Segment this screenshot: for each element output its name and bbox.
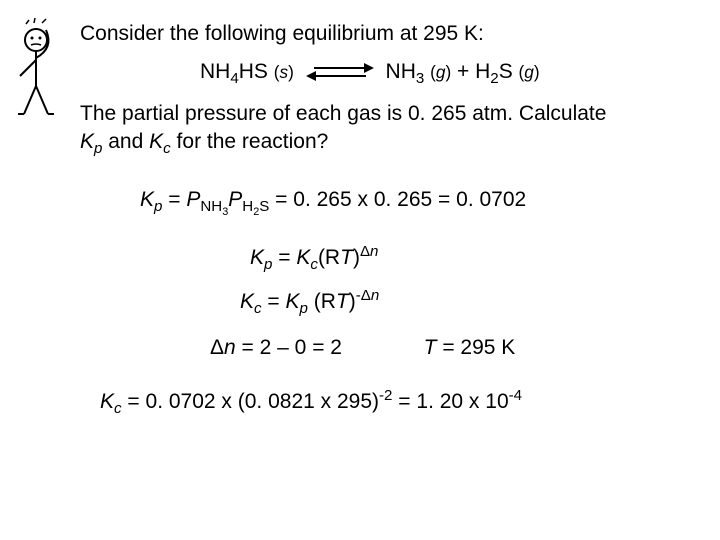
temperature: T = 295 K (424, 336, 516, 359)
dn-and-T: Δn = 2 – 0 = 2 T = 295 K (210, 336, 700, 360)
kc-kp-relation: Kc = Kp (RT)-Δn (240, 290, 700, 314)
content-block: Consider the following equilibrium at 29… (80, 22, 700, 418)
question-line-1: The partial pressure of each gas is 0. 2… (80, 102, 700, 126)
delta-n: Δn = 2 – 0 = 2 (210, 336, 342, 359)
kc-result: Kc = 0. 0702 x (0. 0821 x 295)-2 = 1. 20… (100, 390, 700, 414)
products: NH3 (g) + H2S (g) (386, 60, 540, 83)
kp-calc: Kp = PNH3PH2S = 0. 265 x 0. 265 = 0. 070… (140, 188, 700, 212)
equilibrium-arrow-icon (306, 63, 374, 81)
intro-text: Consider the following equilibrium at 29… (80, 22, 700, 46)
kp-kc-relation: Kp = Kc(RT)Δn (250, 246, 700, 270)
reaction-equation: NH4HS (s) NH3 (g) + H2S (g) (200, 60, 700, 84)
question-line-2: Kp and Kc for the reaction? (80, 130, 700, 154)
thinking-person-icon (6, 18, 66, 118)
slide: Consider the following equilibrium at 29… (0, 0, 720, 540)
reactant: NH4HS (s) (200, 60, 294, 83)
